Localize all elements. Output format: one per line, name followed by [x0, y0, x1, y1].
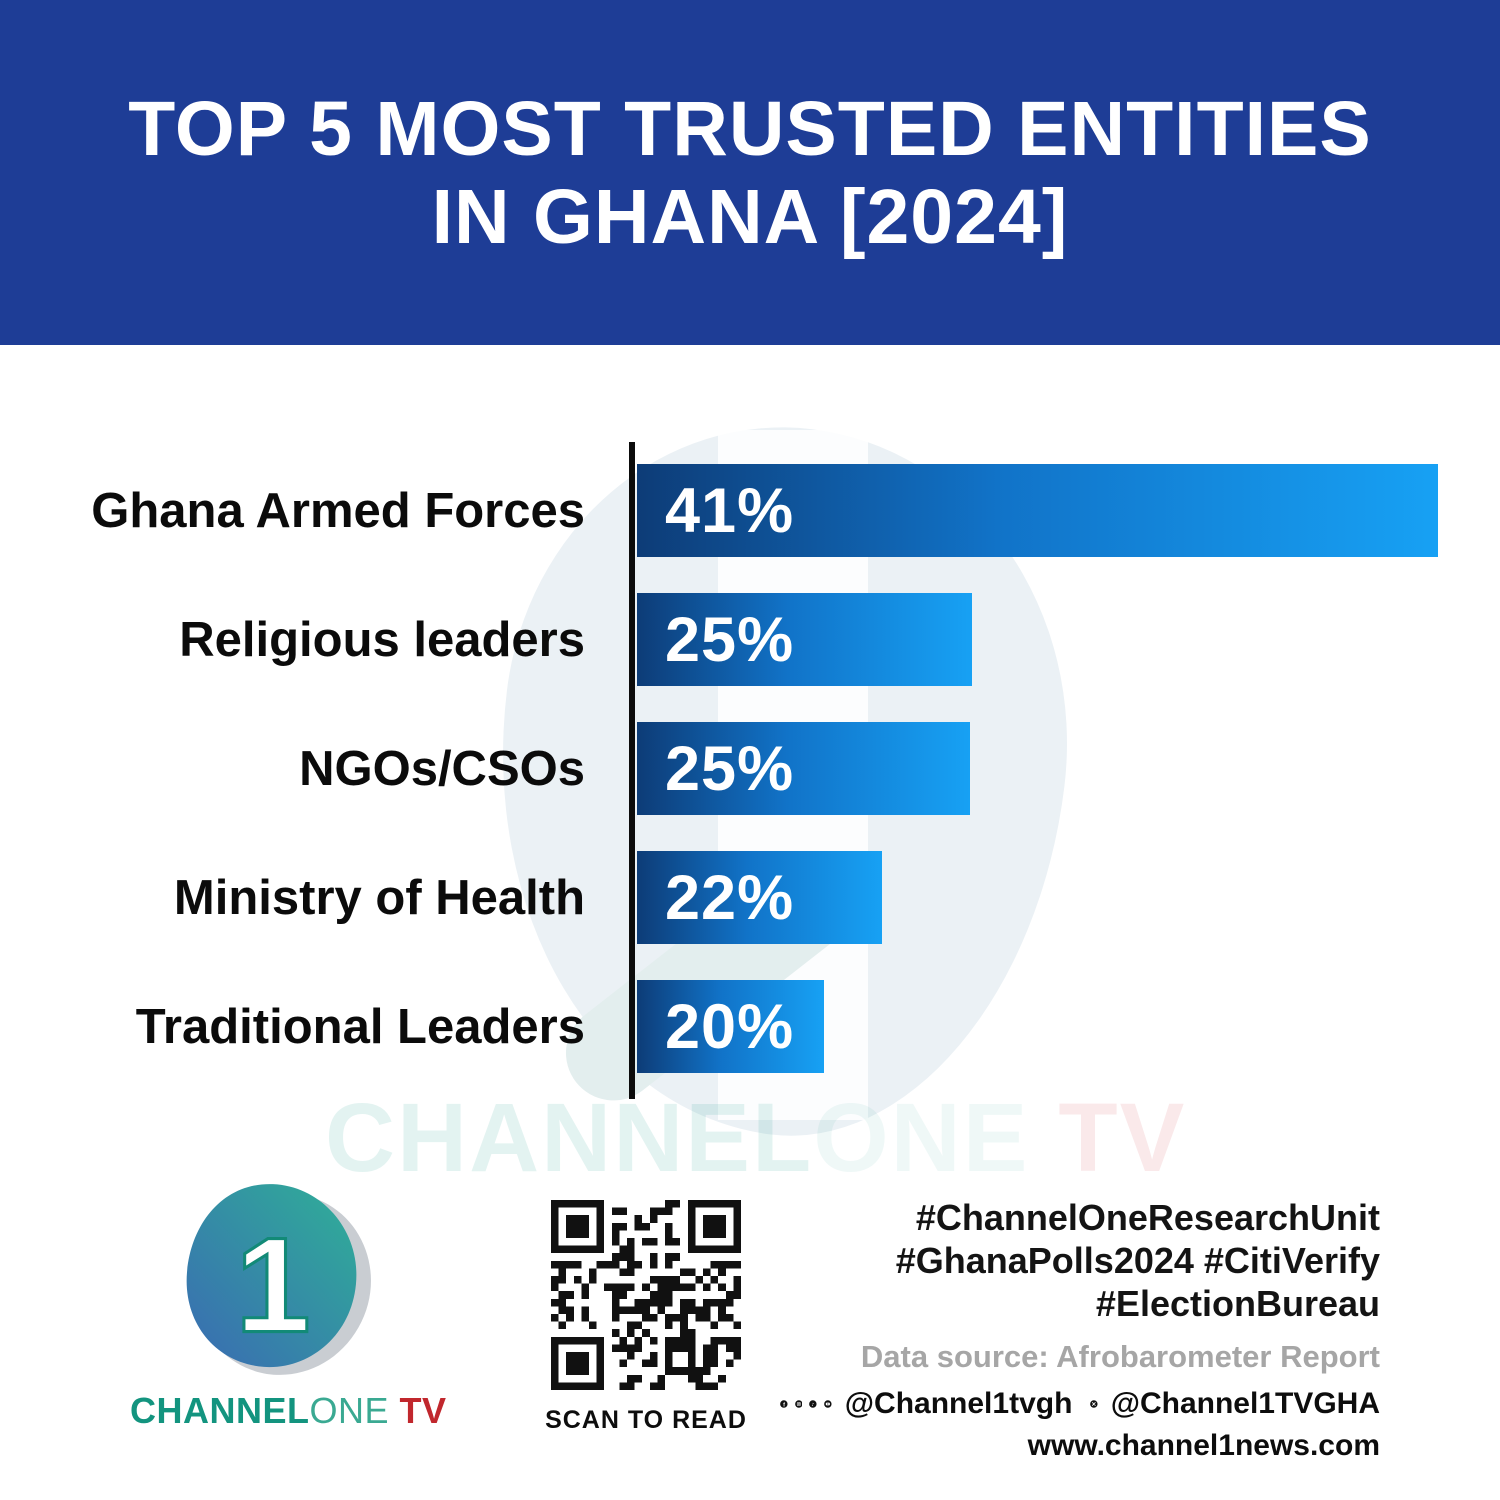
social-row: f ♪ @Channel1tvgh @C	[780, 1387, 1380, 1421]
website-url: www.channel1news.com	[1027, 1429, 1380, 1462]
data-source: Data source: Afrobarometer Report	[860, 1339, 1380, 1374]
hashtags: #ChannelOneResearchUnit #GhanaPolls2024 …	[780, 1196, 1380, 1325]
brand-watermark-channel: CHANNEL	[325, 1083, 814, 1192]
facebook-icon: f	[780, 1400, 788, 1408]
bar-track: 25%	[637, 722, 1438, 815]
youtube-icon	[824, 1400, 832, 1408]
bar-track: 25%	[637, 593, 1438, 686]
value-label: 22%	[665, 862, 795, 933]
bar-religious-leaders: 25%	[637, 593, 972, 686]
category-label: Traditional Leaders	[135, 999, 585, 1054]
wordmark-one: ONE	[309, 1390, 390, 1431]
social-handle-x: @Channel1TVGHA	[1110, 1387, 1380, 1420]
qr-code-image	[551, 1200, 741, 1390]
hashtag-line: #ElectionBureau	[1095, 1283, 1380, 1324]
x-icon	[1090, 1400, 1098, 1408]
bar-ghana-armed-forces: 41%	[637, 464, 1438, 557]
value-label: 20%	[665, 991, 795, 1062]
svg-text:♪: ♪	[812, 1402, 815, 1408]
page-title-line1: TOP 5 MOST TRUSTED ENTITIES	[128, 85, 1372, 172]
bar-ministry-of-health: 22%	[637, 851, 883, 944]
value-label: 41%	[665, 475, 795, 546]
category-label: NGOs/CSOs	[299, 741, 585, 796]
bar-track: 20%	[637, 980, 1438, 1073]
hashtag-line: #ChannelOneResearchUnit	[915, 1197, 1380, 1238]
qr-code	[551, 1200, 741, 1390]
value-label: 25%	[665, 604, 795, 675]
header-banner: TOP 5 MOST TRUSTED ENTITIES IN GHANA [20…	[0, 0, 1500, 345]
hashtag-line: #GhanaPolls2024 #CitiVerify	[895, 1240, 1380, 1281]
brand-watermark-one: ONE	[813, 1083, 1030, 1192]
channel-one-wordmark: CHANNELONE TV	[130, 1390, 446, 1432]
brand-watermark-tv: TV	[1029, 1083, 1187, 1192]
channel-one-logo: 1	[158, 1178, 388, 1393]
category-label: Ghana Armed Forces	[91, 483, 585, 538]
wordmark-tv: TV	[389, 1390, 447, 1431]
footer-right-block: #ChannelOneResearchUnit #GhanaPolls2024 …	[780, 1196, 1380, 1463]
wordmark-channel: CHANNEL	[130, 1390, 310, 1431]
y-axis-line	[629, 442, 635, 1099]
instagram-icon	[794, 1400, 803, 1408]
page-title-line2: IN GHANA [2024]	[431, 173, 1069, 260]
bar-track: 41%	[637, 464, 1438, 557]
qr-caption: SCAN TO READ	[545, 1406, 747, 1434]
svg-text:1: 1	[235, 1210, 310, 1361]
bar-traditional-leaders: 20%	[637, 980, 825, 1073]
channel-one-logo-icon: 1	[186, 1184, 371, 1375]
social-handle-main: @Channel1tvgh	[844, 1387, 1073, 1420]
category-label: Ministry of Health	[173, 870, 585, 925]
bar-ngos-csos: 25%	[637, 722, 971, 815]
value-label: 25%	[665, 733, 795, 804]
category-label: Religious leaders	[179, 612, 585, 667]
tiktok-icon: ♪	[809, 1400, 817, 1408]
brand-watermark: CHANNELONE TV	[325, 1082, 1186, 1194]
bar-track: 22%	[637, 851, 1438, 944]
svg-text:f: f	[783, 1402, 785, 1408]
